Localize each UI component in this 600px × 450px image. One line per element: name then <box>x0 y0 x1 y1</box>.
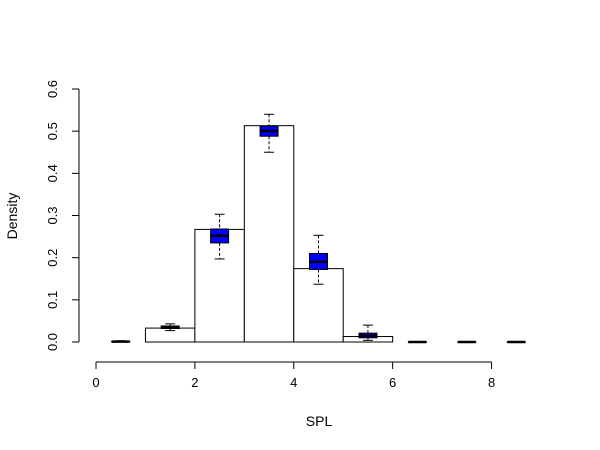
y-tick-label: 0.5 <box>45 122 60 140</box>
histogram-bars <box>144 125 394 343</box>
y-tick-label: 0.2 <box>45 249 60 267</box>
boxplot-7 <box>407 340 427 344</box>
boxplot-3 <box>210 213 230 260</box>
boxplot-8 <box>457 340 477 344</box>
boxplot-4 <box>259 113 279 153</box>
boxplot-1 <box>111 340 131 343</box>
boxplot-2 <box>160 323 180 332</box>
y-axis: 0.0 0.1 0.2 0.3 0.4 0.5 0.6 <box>45 80 80 351</box>
histogram-bar-4 <box>243 125 295 343</box>
x-tick-label: 0 <box>92 375 99 390</box>
x-axis: 0 2 4 6 8 <box>92 361 495 390</box>
y-tick-label: 0.1 <box>45 291 60 309</box>
boxplot-9 <box>506 340 526 344</box>
boxplot-6 <box>358 324 378 341</box>
y-tick-label: 0.6 <box>45 80 60 98</box>
boxplot-5 <box>309 234 328 285</box>
x-tick-label: 4 <box>290 375 297 390</box>
x-axis-label: SPL <box>306 413 333 429</box>
y-tick-label: 0.0 <box>45 333 60 351</box>
y-tick-label: 0.3 <box>45 206 60 224</box>
x-tick-label: 2 <box>191 375 198 390</box>
boxplots <box>111 113 526 344</box>
x-tick-label: 8 <box>488 375 495 390</box>
y-axis-label: Density <box>4 193 20 240</box>
x-tick-label: 6 <box>389 375 396 390</box>
histogram-bar-3 <box>194 228 245 343</box>
y-tick-label: 0.4 <box>45 164 60 182</box>
